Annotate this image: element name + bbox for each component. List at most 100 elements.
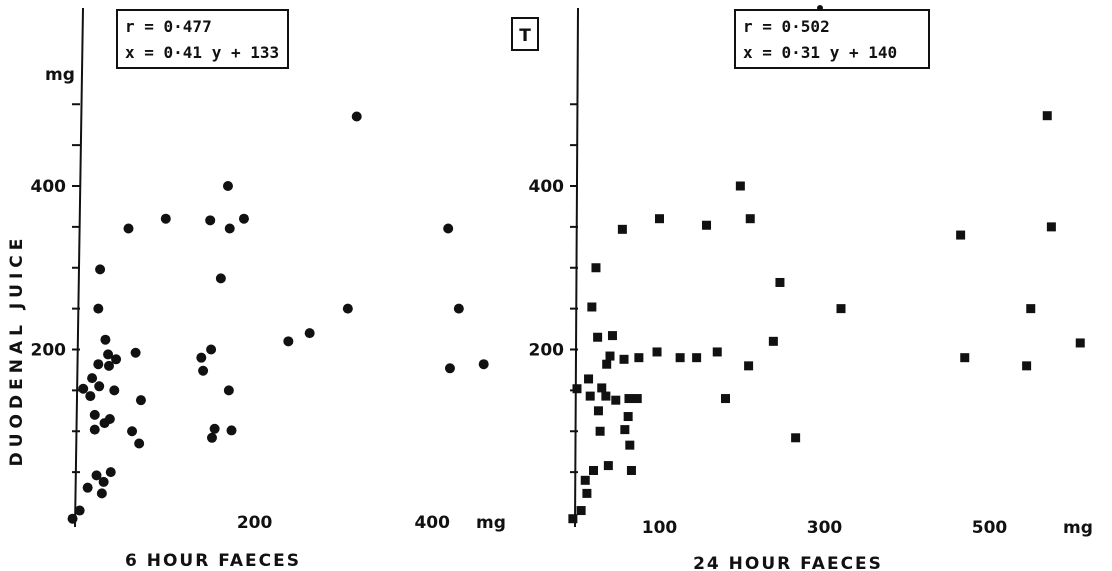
right-data-point [1042,111,1052,121]
right-data-point [634,353,644,363]
left-data-point [443,223,454,234]
left-data-point [105,467,116,478]
left-data-point [123,223,134,234]
right-data-point [617,224,627,234]
left-data-point [215,273,226,284]
right-x-ticks: 100 300 500 [642,518,1008,538]
right-data-point [956,230,966,240]
left-data-point [283,336,294,347]
right-data-point [626,465,636,475]
y-axis-unit: mg [45,65,75,85]
left-data-point [222,181,233,191]
left-data-point [160,213,171,224]
left-x-unit: mg [476,513,506,533]
left-data-point [226,425,237,436]
right-data-point [602,359,612,369]
left-data-point [89,409,100,420]
left-data-point [87,373,98,384]
left-data-point [100,334,111,345]
left-data-point [205,215,216,226]
right-data-point [768,336,778,346]
left-data-point [96,488,107,499]
left-data-point [134,438,145,449]
right-data-point [576,506,586,516]
left-data-point [444,363,455,374]
right-data-point [593,406,603,416]
left-x-tick-label: 200 [237,513,273,533]
right-data-point [624,394,634,404]
right-annotation-r: r = 0·502 [743,17,830,36]
left-data-point [109,385,120,396]
right-data-point [595,426,605,436]
right-data-point [625,440,635,450]
left-data-point [351,111,362,122]
left-data-point [206,432,217,443]
right-data-point [712,347,722,357]
left-data-point [130,347,141,358]
right-x-axis-title: 24 HOUR FAECES [693,554,883,571]
right-data-point [960,353,970,363]
left-x-tick-label: 400 [414,513,450,533]
left-data-point [224,223,235,234]
left-data-point [304,328,315,339]
panel-6-hour: 200 400 200 400 mg 6 HOUR FAECES r = 0·477… [31,7,506,571]
right-data-point [735,181,745,191]
left-data-point [238,213,249,224]
left-y-tick-label: 400 [31,177,67,197]
panel-tag: T [511,17,539,51]
left-data-point [209,423,220,434]
right-data-point [591,263,601,273]
right-x-tick-label: 300 [807,518,843,538]
right-data-point [632,394,642,404]
right-data-point [702,220,712,230]
left-annotation-box: r = 0·477 x = 0·41 y + 133 [116,9,289,69]
right-data-point [836,304,846,314]
left-data-point [95,264,106,275]
right-data-point [775,277,785,287]
left-data-point [196,352,207,363]
left-data-point [223,385,234,396]
left-data-point [198,365,209,376]
right-x-tick-label: 100 [642,518,678,538]
right-annotation-equation: x = 0·31 y + 140 [743,43,897,62]
left-data-point [78,383,89,394]
left-data-point [85,391,96,402]
right-data-point [1026,304,1036,314]
y-axis-title: DUODENAL JUICE [7,234,27,467]
right-x-tick-label: 500 [972,518,1008,538]
right-y-tick-label: 200 [529,341,565,361]
right-data-point [1046,222,1056,232]
right-data-point [568,514,578,524]
right-data-point [791,433,801,443]
right-data-point [597,383,607,393]
left-data-point [111,354,122,365]
right-data-point [587,302,597,312]
right-data-point [675,353,685,363]
left-data-point [103,360,114,371]
right-data-point [584,374,594,384]
left-data-point [89,424,100,435]
right-data-point [620,425,630,435]
left-annotation-r: r = 0·477 [125,17,212,36]
panel-24-hour: 200 400 100 300 500 mg 24 HOUR FAECES r = 0… [529,5,1093,571]
left-data-point [98,476,109,487]
left-data-point [103,349,114,360]
left-data-point [342,303,353,314]
right-data-point [607,331,617,341]
right-data-point [655,214,664,224]
right-data-point [585,391,595,401]
right-annotation-box: r = 0·502 x = 0·31 y + 140 [734,5,930,69]
left-data-point [127,426,138,437]
left-data-point [104,413,115,424]
left-x-axis-title: 6 HOUR FAECES [125,551,301,571]
left-data-point [93,303,104,314]
right-data-point [692,353,702,363]
right-x-unit: mg [1063,518,1093,538]
left-data-point [478,359,489,370]
right-data-point [652,347,662,357]
right-data-point [603,461,613,471]
right-data-points [568,111,1085,524]
right-data-point [589,465,598,475]
left-x-ticks: 200 400 [237,513,450,533]
